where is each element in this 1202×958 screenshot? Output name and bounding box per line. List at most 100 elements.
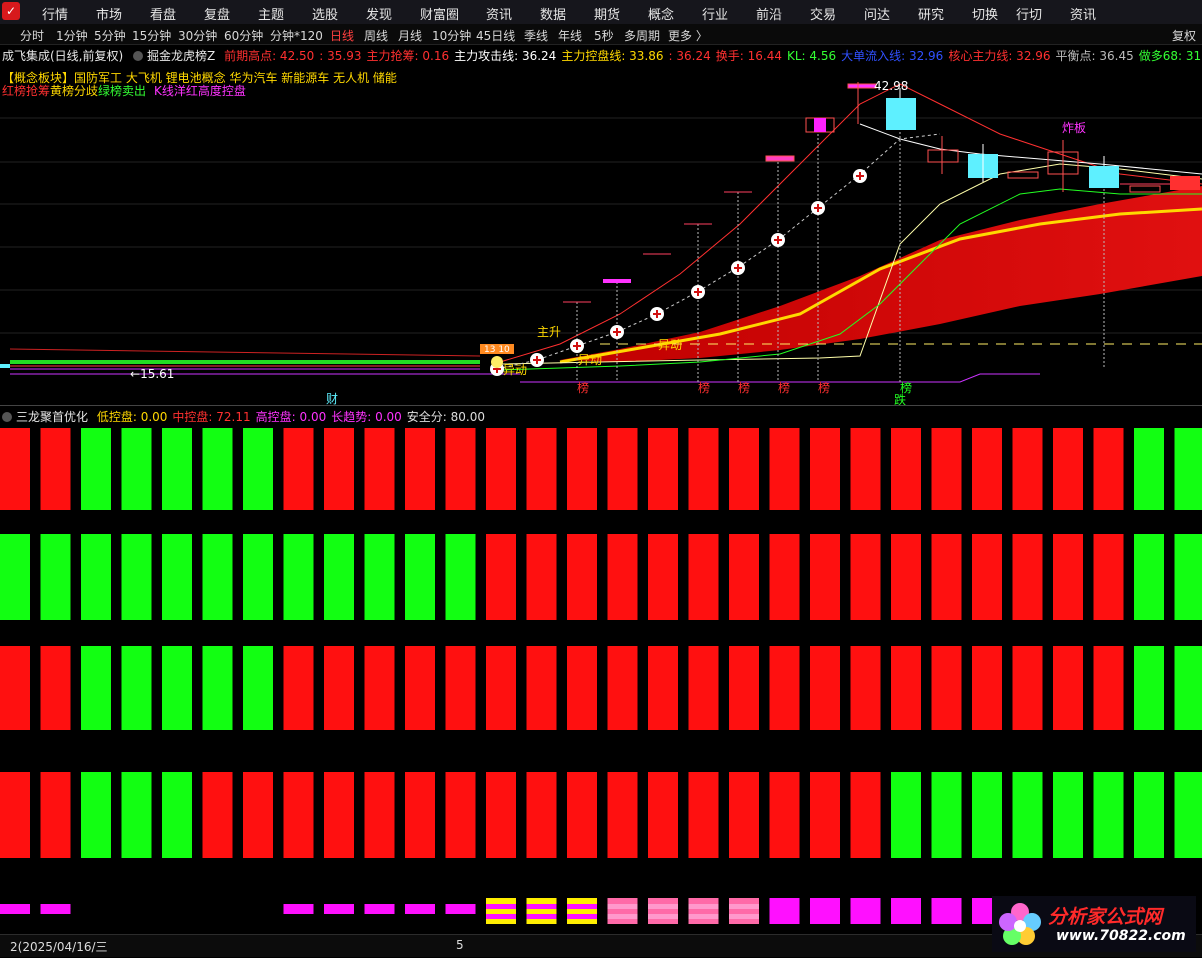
menu-item-3[interactable]: 复盘 [204,8,231,23]
menu-item-6[interactable]: 发现 [366,8,393,23]
info-item-9: 核心主力线: 32.96 [948,49,1051,63]
row5-bar-13 [526,898,557,924]
menu-item-4[interactable]: 主题 [258,8,285,23]
row2-bar-5 [202,534,233,620]
row5-bar-21 [850,898,881,924]
row2-bar-15 [607,534,638,620]
menu-item-9[interactable]: 数据 [540,8,567,23]
row3-bar-14 [567,646,597,730]
row2-bar-3 [121,534,152,620]
row2-bar-6 [243,534,273,620]
row1-bar-16 [648,428,678,510]
menu-item-18[interactable]: 行切 [1016,8,1043,23]
period-tab-3[interactable]: 15分钟 [132,29,172,43]
row2-bar-4 [162,534,192,620]
menu-item-5[interactable]: 选股 [312,8,339,23]
menu-item-10[interactable]: 期货 [594,8,621,23]
period-tab-4[interactable]: 30分钟 [178,29,218,43]
row3-bar-18 [729,646,759,730]
info-item-3: 主力攻击线: 36.24 [454,49,557,63]
period-tab-2[interactable]: 5分钟 [94,29,126,43]
row4-bar-17 [688,772,719,858]
row3-bar-21 [850,646,881,730]
indicator2-item-0: 低控盘: 0.00 [96,410,168,424]
status-bar: 2(2025/04/16/三 5 [0,934,1202,957]
menu-item-16[interactable]: 研究 [918,8,945,23]
menu-item-17[interactable]: 切换 [972,8,999,23]
row5-bar-14 [567,898,597,924]
menu-item-0[interactable]: 行情 [42,8,69,23]
svg-text:榜: 榜 [698,380,710,395]
row1-bar-14 [567,428,597,510]
period-tab-12[interactable]: 季线 [524,29,549,43]
period-tab-9[interactable]: 月线 [398,29,423,43]
row4-bar-10 [405,772,435,858]
period-tab-0[interactable]: 分时 [20,29,45,43]
row5-bar-16 [648,898,678,924]
period-toolbar: 分时 1分钟 5分钟 15分钟 30分钟 60分钟 分钟*120 日线 周线 月线 10分钟 45日线… [0,24,1202,45]
watermark-url: www.70822.com [1056,928,1186,944]
period-tab-11[interactable]: 45日线 [476,29,516,43]
info-item-7: KL: 4.56 [786,49,837,63]
row1-bar-17 [688,428,719,510]
row1-bar-24 [972,428,1002,510]
kline-main-chart[interactable]: 42.98 ←15.61 炸板 主升 异动 异动 异动 13 10 财 榜 榜 … [0,44,1202,405]
menu-item-8[interactable]: 资讯 [486,8,513,23]
indicator2-settings-icon[interactable] [2,412,12,422]
period-tab-7[interactable]: 日线 [330,29,355,43]
menu-item-12[interactable]: 行业 [702,8,729,23]
row5-bar-8 [324,904,354,914]
row1-bar-5 [202,428,233,510]
info-item-1: : 35.93 [319,49,362,63]
period-tab-15[interactable]: 多周期 [624,29,661,43]
row4-bar-1 [40,772,71,858]
info-item-6: 换手: 16.44 [715,49,782,63]
bang-labels: 榜 榜 榜 榜 榜 [577,380,830,395]
menu-item-15[interactable]: 问达 [864,8,891,23]
indicator2-name[interactable]: 三龙聚首优化 [16,410,89,424]
app-logo-icon[interactable]: ✓ [2,2,20,20]
row2-bar-25 [1012,534,1043,620]
pane-divider[interactable] [0,405,1202,406]
buy-signal-circles [490,169,867,376]
row4-bar-0 [0,772,30,858]
period-tab-5[interactable]: 60分钟 [224,29,264,43]
period-tab-6[interactable]: 分钟*120 [270,29,323,43]
row3-bar-4 [162,646,192,730]
row3-bar-16 [648,646,678,730]
white-line [859,123,1202,175]
row2-bar-1 [40,534,71,620]
yidong-label-1: 异动 [503,363,527,377]
row2-bar-18 [729,534,759,620]
menu-item-2[interactable]: 看盘 [150,8,177,23]
menu-item-14[interactable]: 交易 [810,8,837,23]
svg-text:榜: 榜 [778,380,790,395]
menu-item-13[interactable]: 前沿 [756,8,783,23]
menu-item-7[interactable]: 财富圈 [420,8,460,23]
menu-item-11[interactable]: 概念 [648,8,675,23]
row1-bar-9 [364,428,395,510]
indicator-info-line: 成飞集成(日线,前复权) 掘金龙虎榜Z 前期高点: 42.50: 35.93 主力… [2,47,1202,64]
row4-bar-5 [202,772,233,858]
period-tab-13[interactable]: 年线 [558,29,583,43]
period-tab-8[interactable]: 周线 [364,29,389,43]
row4-bar-26 [1053,772,1083,858]
menu-item-19[interactable]: 资讯 [1070,8,1097,23]
indicator-name[interactable]: 掘金龙虎榜Z [147,49,216,63]
fq-button[interactable]: 复权 [1171,29,1196,43]
period-tab-16[interactable]: 更多 〉 [668,29,708,43]
period-tab-14[interactable]: 5秒 [594,29,614,43]
row3-bar-20 [810,646,840,730]
svg-text:榜: 榜 [738,380,750,395]
three-dragon-bar-chart[interactable] [0,424,1202,934]
high-price-label: 42.98 [874,79,908,93]
period-tab-1[interactable]: 1分钟 [56,29,88,43]
menu-item-1[interactable]: 市场 [96,8,123,23]
row1-bar-7 [283,428,314,510]
svg-text:榜: 榜 [818,380,830,395]
vertical-signal-lines [576,124,1105,382]
period-tab-10[interactable]: 10分钟 [432,29,472,43]
row1-bar-4 [162,428,192,510]
indicator-settings-icon[interactable] [133,51,144,61]
row3-bar-2 [81,646,111,730]
